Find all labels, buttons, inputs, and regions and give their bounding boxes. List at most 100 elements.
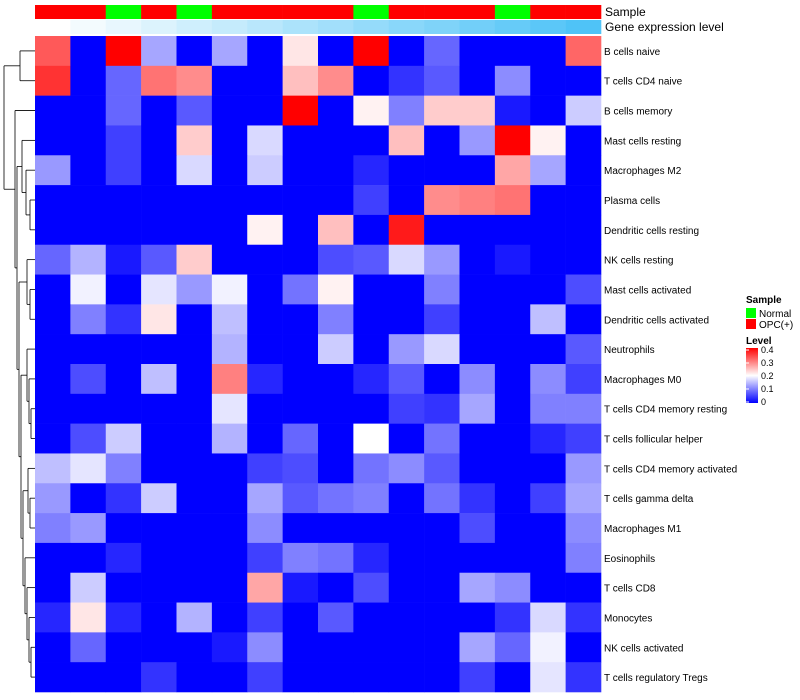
heatmap-cell	[282, 364, 319, 395]
heatmap-cell	[105, 393, 142, 424]
sample-annotation-cell	[211, 5, 248, 19]
legend-tick-label: 0.1	[761, 384, 774, 394]
heatmap-cell	[388, 125, 425, 156]
heatmap-cell	[141, 304, 177, 335]
heatmap-cell	[176, 274, 213, 305]
gene-expression-annotation-cell	[388, 20, 425, 34]
row-label: Neutrophils	[604, 345, 655, 356]
row-label: T cells gamma delta	[604, 494, 694, 505]
heatmap-cell	[141, 453, 177, 484]
heatmap-cell	[282, 632, 319, 663]
heatmap-cell	[176, 125, 213, 156]
heatmap-cell	[565, 393, 602, 424]
heatmap-cell	[247, 423, 283, 454]
heatmap-cell	[353, 274, 390, 305]
heatmap-cell	[388, 244, 425, 275]
heatmap-cell	[105, 214, 142, 246]
heatmap-cell	[70, 364, 107, 395]
heatmap-cell	[211, 513, 248, 544]
heatmap-cell	[565, 214, 602, 246]
heatmap-cell	[530, 214, 566, 246]
heatmap-cell	[494, 542, 531, 574]
heatmap-cell	[424, 36, 460, 67]
heatmap-cell	[388, 572, 425, 603]
heatmap-cell	[211, 95, 248, 126]
row-label: Plasma cells	[604, 196, 660, 207]
heatmap-cell	[388, 36, 425, 67]
heatmap-cell	[318, 513, 354, 544]
row-label: T cells follicular helper	[604, 435, 703, 446]
heatmap-cell	[318, 632, 354, 663]
heatmap-cell	[388, 632, 425, 663]
sample-annotation-cell	[388, 5, 425, 19]
sample-annotation-cell	[176, 5, 213, 19]
heatmap-cell	[176, 155, 213, 186]
heatmap-cell	[176, 65, 213, 96]
heatmap-cell	[70, 274, 107, 305]
heatmap-cell	[318, 65, 354, 96]
heatmap-cell	[353, 364, 390, 395]
heatmap-cell	[424, 364, 460, 395]
heatmap-cell	[211, 274, 248, 305]
heatmap-cell	[247, 36, 283, 67]
heatmap-cell	[318, 185, 354, 216]
heatmap-cell	[105, 185, 142, 216]
heatmap-cell	[70, 214, 107, 246]
heatmap-cell	[424, 483, 460, 514]
heatmap-cell	[318, 304, 354, 335]
heatmap-cell	[70, 572, 107, 603]
heatmap-cell	[565, 542, 602, 574]
heatmap-cell	[388, 483, 425, 514]
sample-annotation-cell	[70, 5, 107, 19]
heatmap-cell	[247, 185, 283, 216]
heatmap-cell	[530, 602, 566, 633]
heatmap-cell	[211, 542, 248, 574]
heatmap-cell	[211, 572, 248, 603]
heatmap-cell	[176, 632, 213, 663]
heatmap-cell	[494, 632, 531, 663]
heatmap-cell	[247, 65, 283, 96]
heatmap-cell	[35, 95, 71, 126]
heatmap-cell	[211, 125, 248, 156]
heatmap-cell	[318, 364, 354, 395]
sample-annotation-cell	[494, 5, 531, 19]
heatmap-cell	[424, 185, 460, 216]
heatmap-cell	[494, 513, 531, 544]
heatmap-cell	[459, 542, 496, 574]
legend-sample-title: Sample	[746, 295, 782, 306]
heatmap-cell	[211, 423, 248, 454]
heatmap-cell	[247, 214, 283, 246]
heatmap-cell	[105, 95, 142, 126]
heatmap-cell	[247, 125, 283, 156]
heatmap-cell	[318, 662, 354, 693]
heatmap-cell	[35, 632, 71, 663]
heatmap-cell	[211, 334, 248, 365]
heatmap-cell	[176, 602, 213, 633]
heatmap-cell	[565, 483, 602, 514]
heatmap-cell	[318, 453, 354, 484]
heatmap-cell	[388, 95, 425, 126]
heatmap-cell	[176, 542, 213, 574]
heatmap-cell	[141, 95, 177, 126]
heatmap-cell	[318, 483, 354, 514]
heatmap-cell	[141, 125, 177, 156]
heatmap-cell	[247, 632, 283, 663]
heatmap-cell	[424, 542, 460, 574]
heatmap-cell	[424, 65, 460, 96]
heatmap-cell	[388, 185, 425, 216]
legend-level-ticks: 0.4 0.3 0.2 0.1 0	[746, 345, 774, 407]
heatmap-cell	[530, 423, 566, 454]
heatmap-cell	[247, 274, 283, 305]
heatmap-cell	[70, 453, 107, 484]
heatmap-cell	[211, 214, 248, 246]
heatmap-cell	[141, 244, 177, 275]
heatmap-cell	[494, 155, 531, 186]
heatmap-cell	[565, 453, 602, 484]
sample-annotation-cell	[247, 5, 283, 19]
heatmap-cell	[141, 36, 177, 67]
heatmap-cell	[353, 214, 390, 246]
heatmap-cell	[105, 36, 142, 67]
heatmap-cell	[35, 36, 71, 67]
legend-opc-label: OPC(+)	[759, 320, 793, 331]
heatmap-cell	[388, 155, 425, 186]
